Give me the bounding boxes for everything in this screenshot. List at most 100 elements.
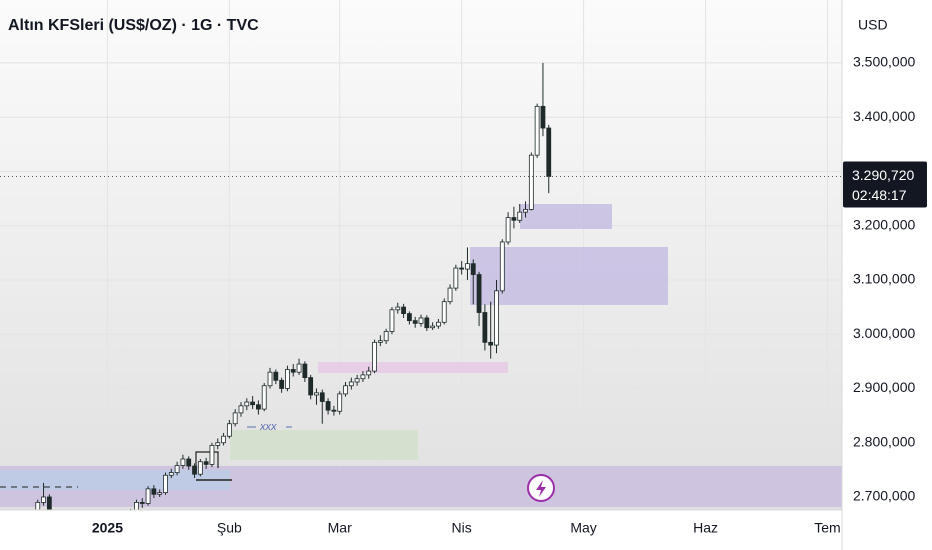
price-label: 3.290,720 [852, 167, 914, 183]
countdown: 02:48:17 [852, 187, 907, 203]
candle-body [41, 496, 46, 503]
candle-body [354, 378, 360, 383]
candle-body [395, 306, 401, 311]
candle-body [546, 127, 552, 177]
zone [520, 204, 612, 229]
candle-body [267, 371, 273, 387]
candle-body [389, 309, 395, 332]
candle-body [308, 377, 314, 396]
candle-body [343, 385, 348, 395]
x-tick-label: 2025 [92, 520, 123, 536]
candle-body [145, 488, 151, 504]
candle-body [534, 105, 540, 156]
candle-body [296, 363, 302, 373]
candle-body [325, 401, 331, 411]
x-tick-label: Tem [814, 520, 840, 536]
candle-body [163, 474, 168, 494]
zone [318, 362, 508, 373]
candle-body [139, 502, 145, 504]
candle-body [482, 312, 488, 343]
candle-body [215, 442, 221, 446]
candle-body [505, 217, 511, 243]
candle-body [406, 313, 412, 322]
candle-body [221, 435, 226, 444]
candle-body [401, 306, 406, 314]
x-tick-label: Nis [452, 520, 472, 536]
candle-body [157, 492, 163, 495]
line [195, 451, 219, 470]
candle-body [436, 321, 441, 327]
candle-body [203, 461, 209, 465]
candle-body [226, 423, 232, 437]
candle-body [186, 458, 192, 467]
candle-body [540, 105, 546, 129]
candle-body [273, 371, 279, 381]
price-axis [842, 0, 932, 550]
y-tick-label: 3.200,000 [853, 216, 915, 232]
candle-body [528, 154, 534, 210]
candle-body [250, 401, 256, 406]
candle-body [285, 369, 290, 389]
y-tick-label: 2.700,000 [853, 488, 915, 504]
x-tick-label: May [570, 520, 596, 536]
candle-body [168, 472, 174, 476]
candle-body [430, 325, 436, 329]
candle-body [290, 369, 296, 373]
y-tick-label: 3.400,000 [853, 108, 915, 124]
time-axis [0, 510, 842, 550]
candle-body [412, 320, 418, 324]
x-tick-label: Mar [328, 520, 352, 536]
y-tick-label: 2.900,000 [853, 379, 915, 395]
candle-body [232, 412, 238, 425]
y-tick-label: 3.100,000 [853, 271, 915, 287]
candle-body [180, 458, 186, 466]
candle-body [517, 211, 523, 221]
candle-body [238, 405, 244, 414]
price-label-box [843, 161, 927, 208]
candle-body [488, 341, 494, 346]
annotation: xxx [259, 421, 277, 433]
candle-body [470, 263, 476, 275]
candle-body [192, 465, 197, 475]
candle-body [244, 401, 250, 407]
zone [470, 247, 668, 305]
candle-body [447, 287, 453, 303]
candles [0, 62, 842, 549]
candle-body [499, 241, 505, 292]
candle-body [383, 331, 389, 342]
axis-title: USD [858, 17, 888, 33]
candle-body [209, 445, 215, 465]
candle-body [377, 340, 383, 343]
candle-body [366, 370, 372, 376]
y-tick-label: 3.000,000 [853, 325, 915, 341]
candle-body [337, 393, 343, 412]
candle-body [494, 290, 499, 346]
x-tick-label: Şub [217, 520, 242, 536]
candle-body [174, 465, 180, 473]
candle-body [372, 341, 377, 372]
candle-body [360, 374, 366, 380]
candle-body [459, 267, 465, 270]
candle-body [424, 317, 430, 329]
candle-body [453, 267, 459, 289]
candle-body [465, 263, 470, 270]
y-tick-label: 3.500,000 [853, 54, 915, 70]
candle-body [319, 392, 325, 402]
candle-body [151, 488, 157, 495]
candle-body [523, 209, 528, 213]
candle-body [476, 274, 482, 313]
candle-body [256, 404, 261, 410]
zone [230, 430, 418, 460]
y-tick-label: 2.800,000 [853, 433, 915, 449]
candle-body [261, 385, 267, 410]
candle-body [331, 409, 337, 412]
candle-body [348, 381, 354, 387]
candle-body [511, 217, 517, 221]
candle-body [418, 317, 424, 324]
x-tick-label: Haz [693, 520, 718, 536]
candle-body [441, 301, 447, 323]
candle-body [314, 392, 319, 396]
lightning [536, 480, 546, 497]
